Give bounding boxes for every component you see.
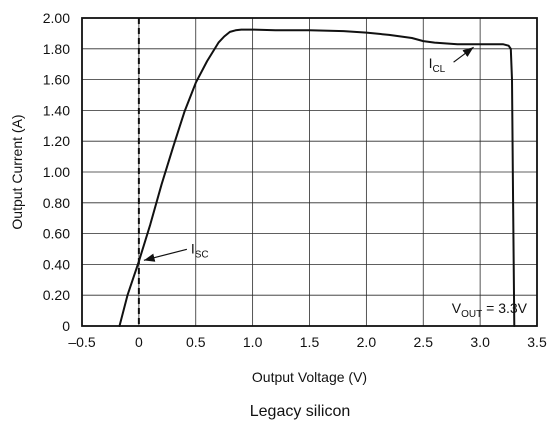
annotation-layer: ISC ICL VOUT = 3.3V [143, 46, 528, 320]
y-tick-label: 2.00 [43, 10, 70, 26]
series-layer [118, 28, 516, 327]
tick-labels: –0.5 0 0.5 1.0 1.5 2.0 2.5 3.0 3.500.200.400.600… [43, 10, 547, 350]
y-axis-title: Output Current (A) [9, 114, 25, 229]
x-axis-title: Output Voltage (V) [252, 369, 367, 385]
x-tick-label: 3.0 [470, 334, 490, 350]
x-tick-label: –0.5 [68, 334, 95, 350]
x-tick-label: 2.0 [357, 334, 377, 350]
y-tick-label: 1.80 [43, 41, 70, 57]
chart-caption: Legacy silicon [250, 403, 351, 420]
plot-frame [81, 17, 538, 327]
y-tick-label: 0.20 [43, 287, 70, 303]
y-tick-label: 1.20 [43, 133, 70, 149]
vout-label: VOUT = 3.3V [452, 300, 528, 320]
x-tick-label: 1.0 [243, 334, 263, 350]
y-tick-label: 0.60 [43, 226, 70, 242]
iv-curve-line [118, 28, 516, 327]
y-tick-label: 0.80 [43, 195, 70, 211]
y-tick-label: 0.40 [43, 256, 70, 272]
y-tick-label: 0 [62, 318, 70, 334]
icl-arrow [453, 46, 474, 63]
x-tick-label: 0.5 [186, 334, 206, 350]
x-tick-label: 3.5 [527, 334, 547, 350]
x-tick-label: 0 [135, 334, 143, 350]
y-tick-label: 1.60 [43, 72, 70, 88]
y-tick-label: 1.00 [43, 164, 70, 180]
icl-label: ICL [429, 55, 446, 75]
x-tick-label: 2.5 [414, 334, 434, 350]
isc-arrow [143, 248, 188, 262]
grid [82, 18, 537, 326]
x-tick-label: 1.5 [300, 334, 320, 350]
isc-label: ISC [191, 240, 209, 260]
y-tick-label: 1.40 [43, 102, 70, 118]
